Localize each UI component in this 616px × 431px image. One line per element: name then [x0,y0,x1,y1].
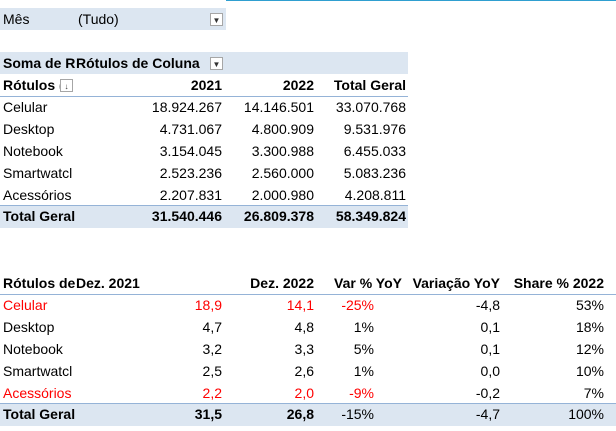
summary-cell-share: 12% [575,341,604,357]
summary-cell-dez2021: 3,2 [202,341,222,357]
summary-cell-var-pct: -25% [341,297,374,313]
summary-header-variacao: Variação YoY [412,275,500,291]
summary-total-label: Total Geral [3,406,76,422]
pivot-row-labels: Rótulos ( [3,77,61,93]
pivot-total-2022: 26.809.378 [243,208,314,224]
pivot-cell-total: 33.070.768 [335,99,406,115]
summary-total-variacao: -4,7 [475,406,500,422]
selected-cell-border [226,0,616,1]
pivot-row-label: Notebook [3,143,63,159]
summary-cell-var-pct: 5% [353,341,374,357]
summary-total-dez2021: 31,5 [194,406,222,422]
summary-row-label: Celular [3,297,48,313]
pivot-cell-total: 4.208.811 [344,187,406,203]
pivot-col-2021: 2021 [190,77,222,93]
summary-header-share: Share % 2022 [513,275,604,291]
summary-cell-dez2022: 2,0 [294,385,314,401]
summary-row-label: Smartwatcl [3,363,73,379]
summary-cell-variacao: 0,1 [480,341,500,357]
pivot-total-total: 58.349.824 [335,208,406,224]
pivot-cell-2021: 2.523.236 [159,165,222,181]
row-filter-sort-icon[interactable]: ↓ [60,79,73,92]
summary-cell-variacao: 0,0 [480,363,500,379]
summary-total-var-pct: -15% [341,406,374,422]
pivot-col-total: Total Geral [333,77,406,93]
summary-cell-var-pct: -9% [349,385,374,401]
pivot-cell-2022: 14.146.501 [243,99,314,115]
pivot-cell-2021: 4.731.067 [159,121,222,137]
summary-cell-dez2021: 4,7 [202,319,222,335]
filter-dropdown-icon[interactable]: ▼ [210,13,223,26]
summary-cell-variacao: -4,8 [475,297,500,313]
pivot-cell-total: 5.083.236 [343,165,406,181]
summary-cell-share: 7% [583,385,604,401]
pivot-total-2021: 31.540.446 [151,208,222,224]
pivot-column-header-row [0,74,408,97]
pivot-cell-2021: 3.154.045 [159,143,222,159]
report-filter [0,8,226,30]
pivot-row-label: Smartwatcl [3,165,73,181]
summary-cell-share: 18% [575,319,604,335]
summary-cell-dez2022: 2,6 [294,363,314,379]
summary-cell-dez2022: 3,3 [294,341,314,357]
filter-value[interactable]: (Tudo) [78,11,119,27]
pivot-cell-2022: 2.000.980 [251,187,314,203]
pivot-column-labels: Rótulos de Coluna [76,55,200,71]
pivot-cell-2022: 3.300.988 [251,143,314,159]
summary-row-label: Acessórios [3,385,72,401]
summary-cell-dez2021: 2,2 [202,385,222,401]
summary-cell-dez2022: 14,1 [286,297,314,313]
summary-header-var-pct: Var % YoY [334,275,402,291]
pivot-header-band [0,52,408,74]
summary-cell-var-pct: 1% [353,363,374,379]
pivot-cell-total: 9.531.976 [343,121,406,137]
summary-cell-share: 10% [575,363,604,379]
summary-cell-dez2021: 2,5 [202,363,222,379]
pivot-total-band [0,205,408,228]
pivot-row-label: Acessórios [3,187,72,203]
pivot-values-label: Soma de Re [3,55,75,71]
pivot-cell-2021: 18.924.267 [151,99,222,115]
summary-cell-share: 53% [575,297,604,313]
pivot-row-label: Celular [3,99,48,115]
filter-label: Mês [3,11,30,27]
summary-cell-variacao: -0,2 [475,385,500,401]
summary-total-band [0,403,616,426]
summary-cell-var-pct: 1% [353,319,374,335]
summary-header-border [0,294,616,295]
summary-cell-dez2022: 4,8 [294,319,314,335]
pivot-row-label: Desktop [3,121,55,137]
pivot-cell-2022: 4.800.909 [251,121,314,137]
pivot-cell-2022: 2.560.000 [251,165,314,181]
summary-header-dez2021: Dez. 2021 [76,275,140,291]
summary-total-share: 100% [568,406,604,422]
summary-row-label: Notebook [3,341,63,357]
pivot-cell-2021: 2.207.831 [159,187,222,203]
summary-cell-variacao: 0,1 [480,319,500,335]
summary-row-labels: Rótulos de [3,275,76,291]
pivot-total-label: Total Geral [3,208,76,224]
pivot-cell-total: 6.455.033 [343,143,406,159]
summary-row-label: Desktop [3,319,55,335]
summary-cell-dez2021: 18,9 [194,297,222,313]
summary-header-dez2022: Dez. 2022 [250,275,314,291]
column-filter-dropdown-icon[interactable]: ▼ [210,57,223,70]
pivot-col-2022: 2022 [282,77,314,93]
summary-total-dez2022: 26,8 [286,406,314,422]
